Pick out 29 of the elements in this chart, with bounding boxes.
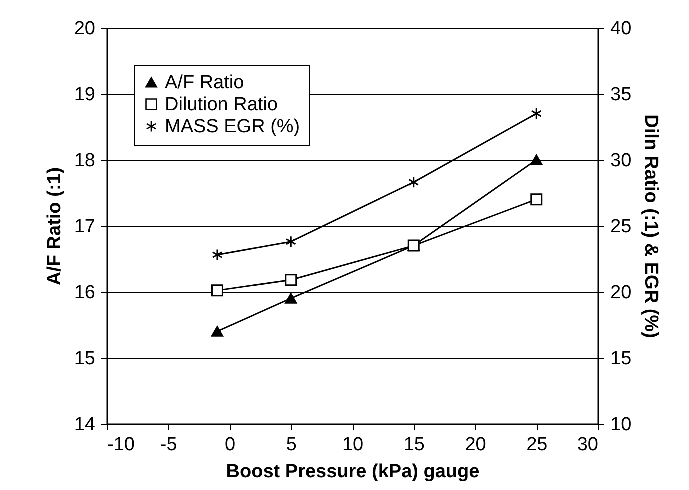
x-tick-label: 5 [286,434,297,456]
x-tick-label: 25 [526,434,548,456]
y2-tick-label: 30 [610,150,632,172]
y-tick-label: 19 [74,84,96,106]
y2-tick-label: 25 [610,216,632,238]
y2-tick-label: 35 [610,84,632,106]
x-axis-title: Boost Pressure (kPa) gauge [226,462,480,482]
y-tick-label: 16 [74,282,96,304]
y2-tick-label: 20 [610,282,632,304]
y-tick-label: 15 [74,348,96,370]
legend-label: Dilution Ratio [165,94,278,116]
y-tick-label: 20 [74,18,96,40]
y2-axis-title: Diln Ratio (:1) & EGR (%) [640,114,662,338]
x-tick-label: 30 [577,434,598,456]
y2-tick-label: 10 [610,414,632,436]
y-tick-label: 17 [74,216,96,238]
x-tick-label: 10 [342,434,364,456]
y-tick-label: 14 [74,414,96,436]
y2-tick-label: 40 [610,18,632,40]
legend-label: A/F Ratio [165,72,244,94]
x-tick-label: -10 [108,434,135,456]
y-axis-title: A/F Ratio (:1) [44,167,66,286]
x-tick-label: -5 [160,434,178,456]
x-tick-label: 15 [404,434,425,456]
x-tick-label: 0 [224,434,236,456]
y2-tick-label: 15 [610,348,632,370]
y-tick-label: 18 [74,150,96,172]
x-tick-label: 20 [465,434,486,456]
legend-label: MASS EGR (%) [165,116,300,138]
